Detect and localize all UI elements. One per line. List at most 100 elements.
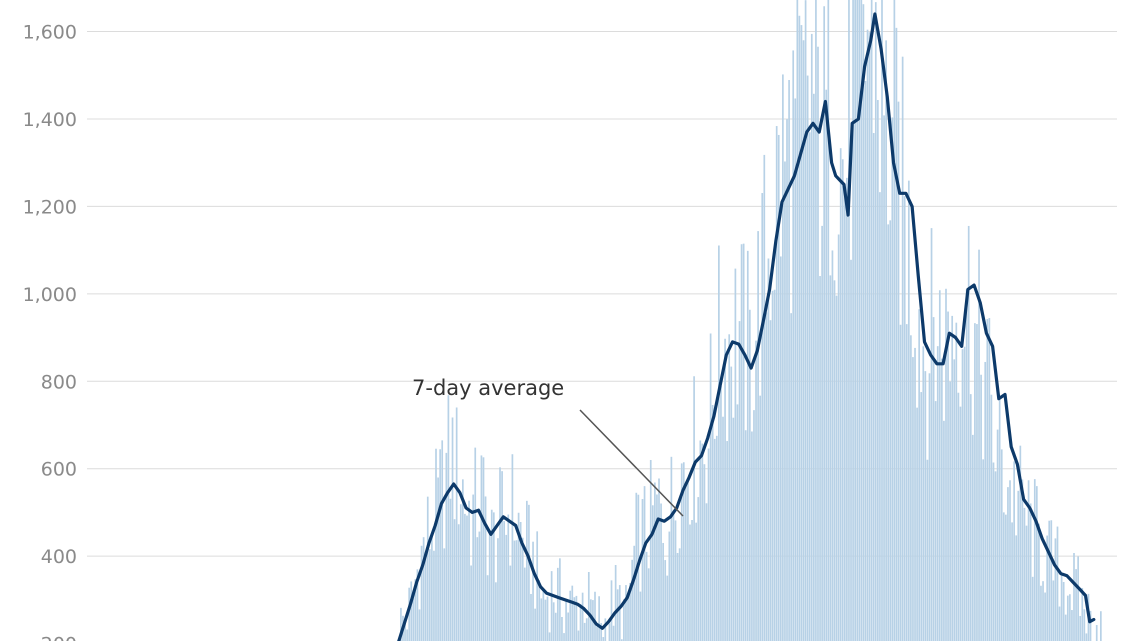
y-tick-label-800: 800 [41,371,77,393]
daily-bar [567,612,569,641]
daily-bar [470,565,472,641]
average-line-layer [397,12,1096,641]
daily-bar [488,534,491,641]
daily-bar [788,80,790,641]
daily-bar [509,565,512,641]
daily-bar [914,347,916,641]
daily-bar [602,637,605,641]
daily-bar [687,480,689,641]
daily-bar [1062,582,1065,641]
daily-bar [779,256,782,641]
daily-bar [963,346,966,641]
y-tick-label-1000: 1,000 [23,284,77,306]
daily-bar [945,288,947,641]
daily-bar [930,228,933,641]
daily-bar [404,619,406,641]
daily-bar [893,0,896,641]
daily-bar [697,497,700,641]
daily-bar [730,366,733,641]
y-tick-label-1600: 1,600 [23,22,77,44]
daily-bar [513,540,516,641]
daily-bar [976,324,978,641]
daily-bar [1027,480,1030,641]
daily-bar [480,455,483,641]
daily-bar [982,459,985,641]
daily-bar [726,441,728,641]
daily-bar [684,482,687,641]
daily-bar [920,392,923,641]
daily-bar [612,625,615,641]
daily-bar [449,498,452,641]
daily-bar [742,243,745,641]
daily-bar [835,295,838,641]
daily-bar [936,346,939,641]
daily-bar [620,639,623,641]
daily-bar [903,196,906,641]
daily-bar [530,593,532,641]
daily-bar [1066,595,1069,641]
daily-bar [848,0,850,641]
daily-bar [610,580,613,641]
daily-bar [1035,486,1038,641]
daily-bar [478,531,481,641]
daily-bar [647,568,650,641]
daily-bar [843,188,846,641]
daily-bar [459,504,462,641]
daily-bar [722,416,724,641]
daily-bar [1089,610,1092,641]
daily-bar [887,224,890,641]
daily-bar [503,521,505,641]
daily-bar [992,462,995,641]
daily-bar [932,317,935,641]
daily-bar [718,245,720,641]
daily-bar [565,600,567,641]
daily-bar [949,381,951,641]
daily-bar [806,75,809,641]
daily-bar [1025,525,1028,641]
daily-bar [536,531,539,641]
daily-bar [569,590,572,641]
daily-bar [978,249,980,641]
daily-bar [872,133,875,641]
daily-bar [666,575,669,641]
daily-bar [971,434,974,641]
daily-bar [495,582,497,641]
daily-bar [767,258,770,641]
daily-bar [773,289,776,641]
daily-bar [941,358,943,641]
daily-bar [482,457,485,641]
daily-bar [751,431,753,641]
daily-bar [689,524,691,641]
daily-bar [810,33,813,641]
daily-bar [598,596,600,641]
daily-bar [1071,610,1073,641]
daily-bar [986,319,989,641]
daily-bar [1075,569,1077,641]
daily-bar [680,463,683,641]
daily-bars [400,0,1102,641]
daily-bar [447,395,450,641]
daily-bar [833,280,836,641]
daily-bar [507,514,510,641]
daily-bar [724,338,726,641]
daily-bar [897,101,900,641]
daily-bar [445,452,448,641]
daily-bar [877,100,879,641]
daily-bar [749,309,751,641]
daily-bar [517,512,520,641]
daily-bar [526,500,528,641]
daily-bar [957,392,960,641]
daily-bar [428,549,431,641]
daily-bar [1081,587,1084,641]
daily-bar [815,0,817,641]
y-tick-label-600: 600 [41,459,77,481]
daily-bar [563,633,565,641]
daily-bar [1040,585,1042,641]
daily-bar [980,374,982,641]
daily-bar [928,373,931,641]
daily-bar [794,98,797,641]
daily-bar [901,56,904,641]
daily-bar [938,290,941,641]
daily-bar [720,386,722,641]
daily-bar [1000,449,1003,641]
